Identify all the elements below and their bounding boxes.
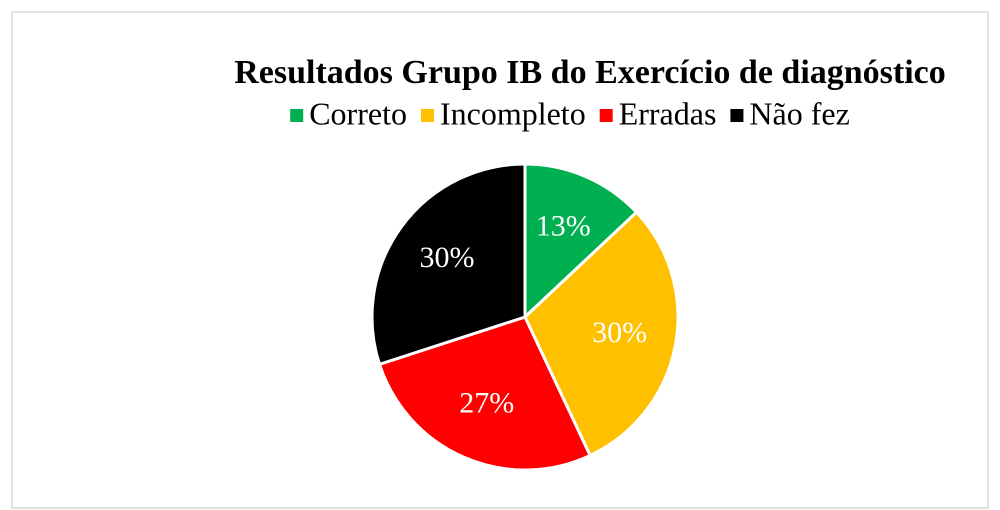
pie-slice xyxy=(523,162,639,321)
legend-swatch xyxy=(730,109,744,122)
legend-label: Incompleto xyxy=(440,95,586,131)
legend-label: Erradas xyxy=(619,95,717,131)
pie-slice xyxy=(370,162,527,367)
legend-label: Não fez xyxy=(749,95,849,131)
legend-swatch xyxy=(420,109,434,122)
data-label: 27% xyxy=(459,386,514,419)
data-label: 30% xyxy=(592,316,647,349)
legend-swatch xyxy=(290,109,304,122)
pie-slice xyxy=(523,210,680,458)
pie-slice xyxy=(377,315,593,472)
data-label: 13% xyxy=(536,209,591,242)
data-label: 30% xyxy=(420,241,475,274)
legend-swatch xyxy=(599,109,613,122)
chart-title: Resultados Grupo IB do Exercício de diag… xyxy=(234,54,946,91)
legend-label: Correto xyxy=(309,95,407,131)
